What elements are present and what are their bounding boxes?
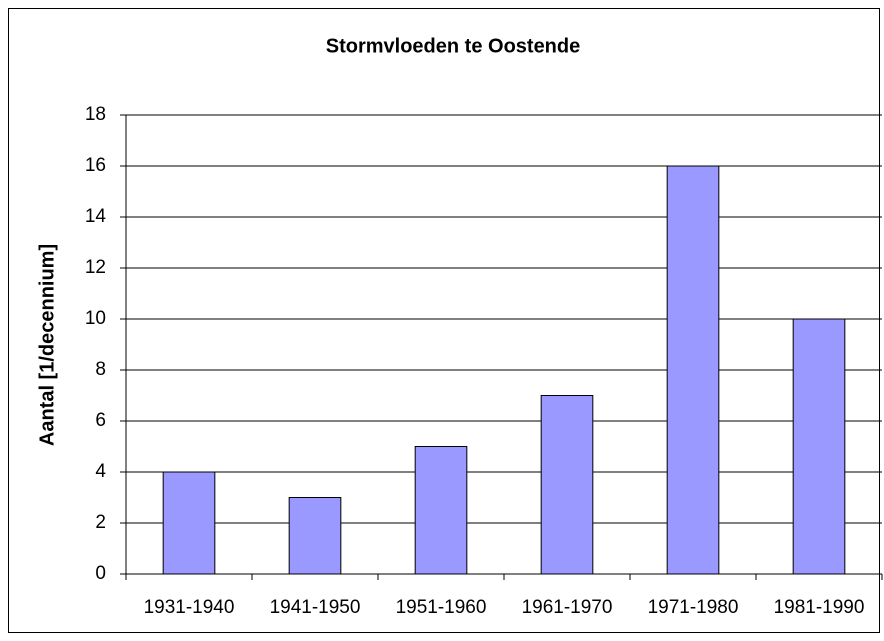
x-tick-label: 1971-1980 [648, 597, 739, 618]
bar [288, 497, 342, 575]
y-tick-label: 2 [95, 512, 106, 533]
y-tick-label: 4 [95, 461, 106, 482]
x-tick-label: 1931-1940 [144, 597, 235, 618]
y-tick-label: 6 [95, 410, 106, 431]
bar [666, 165, 720, 575]
y-tick-label: 0 [95, 563, 106, 584]
x-tick-label: 1961-1970 [522, 597, 613, 618]
x-tick-label: 1981-1990 [774, 597, 865, 618]
chart-title: Stormvloeden te Oostende [326, 35, 581, 57]
bar [162, 471, 216, 575]
y-axis-label: Aantal [1/decennium] [36, 244, 58, 446]
y-tick-label: 18 [85, 104, 106, 125]
y-tick-label: 16 [85, 155, 106, 176]
bar [792, 318, 846, 575]
x-tick-label: 1951-1960 [396, 597, 487, 618]
bar [540, 395, 594, 575]
y-tick-label: 10 [85, 308, 106, 329]
y-tick-label: 12 [85, 257, 106, 278]
bar [414, 446, 468, 575]
y-tick-label: 14 [85, 206, 107, 227]
y-tick-label: 8 [95, 359, 106, 380]
x-tick-label: 1941-1950 [270, 597, 361, 618]
